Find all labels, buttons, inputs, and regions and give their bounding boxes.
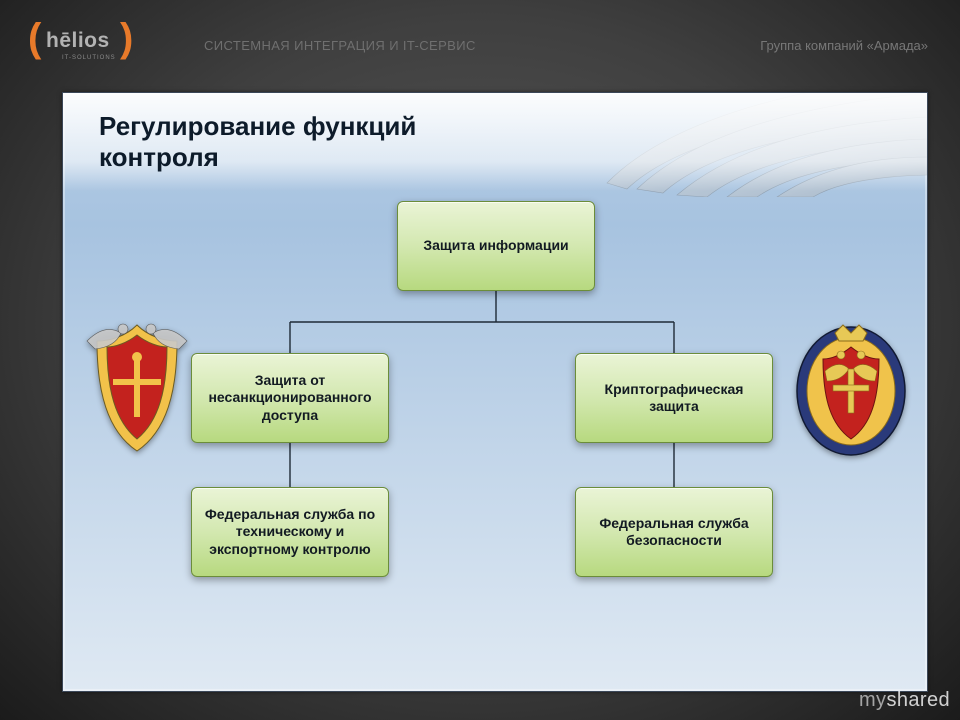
slide-card: Регулирование функций контроля Защита ин… xyxy=(62,92,928,692)
watermark-mute: my xyxy=(859,689,886,711)
header-company: Группа компаний «Армада» xyxy=(760,38,928,53)
slide-title: Регулирование функций контроля xyxy=(99,111,891,172)
tree-node-ll: Федеральная служба по техническому и экс… xyxy=(191,487,389,577)
slide-header: Регулирование функций контроля xyxy=(63,93,927,191)
tree-node-left: Защита от несанкционированного доступа xyxy=(191,353,389,443)
fstec-emblem xyxy=(77,319,197,469)
svg-text:hēlios: hēlios xyxy=(46,29,110,52)
slide-title-line1: Регулирование функций xyxy=(99,111,416,141)
watermark-bold: shared xyxy=(886,689,950,711)
helios-logo: ( hēlios IT-SOLUTIONS ) xyxy=(28,19,178,71)
watermark-myshared: myshared xyxy=(859,689,950,712)
fsb-emblem xyxy=(791,319,911,469)
svg-text:(: ( xyxy=(28,19,42,60)
tree-node-root: Защита информации xyxy=(397,201,595,291)
header-tagline: СИСТЕМНАЯ ИНТЕГРАЦИЯ И IT-СЕРВИС xyxy=(204,38,476,53)
slide-title-line2: контроля xyxy=(99,142,219,172)
tree-node-rr: Федеральная служба безопасности xyxy=(575,487,773,577)
tree-node-right: Криптографическая защита xyxy=(575,353,773,443)
app-header: ( hēlios IT-SOLUTIONS ) СИСТЕМНАЯ ИНТЕГР… xyxy=(0,0,960,90)
org-tree-diagram: Защита информацииЗащита от несанкциониро… xyxy=(63,191,927,691)
svg-text:IT-SOLUTIONS: IT-SOLUTIONS xyxy=(62,55,116,61)
svg-text:): ) xyxy=(120,19,133,60)
